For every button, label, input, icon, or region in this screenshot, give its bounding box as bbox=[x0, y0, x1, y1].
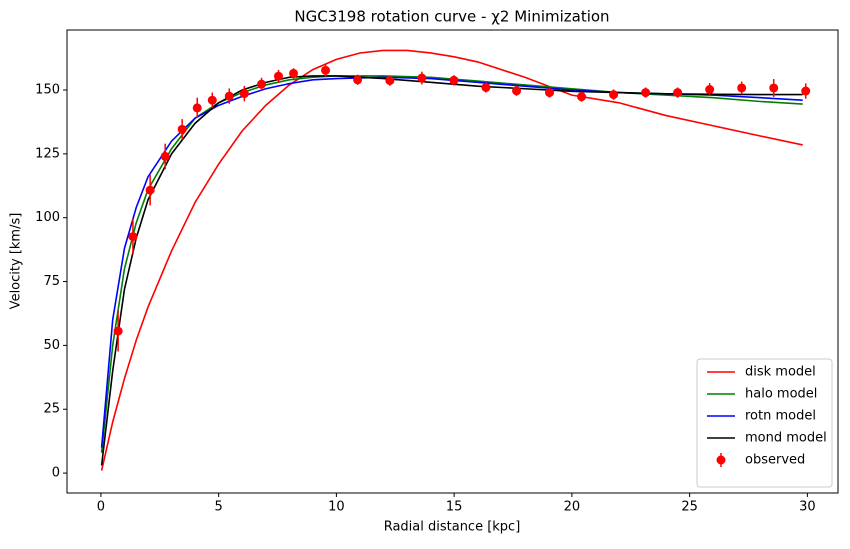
data-point bbox=[449, 75, 459, 85]
x-tick-label: 10 bbox=[328, 500, 345, 515]
y-tick-label: 75 bbox=[43, 274, 60, 289]
data-point bbox=[239, 89, 249, 99]
model-line bbox=[100, 49, 803, 471]
data-point bbox=[577, 92, 587, 102]
chart-title: NGC3198 rotation curve - χ2 Minimization bbox=[294, 8, 609, 26]
y-tick-label: 125 bbox=[35, 146, 60, 161]
y-tick-label: 100 bbox=[35, 210, 60, 225]
data-point bbox=[512, 86, 522, 96]
x-tick-label: 30 bbox=[799, 500, 816, 515]
data-point bbox=[128, 232, 138, 242]
data-point bbox=[673, 88, 683, 98]
x-axis-label: Radial distance [kpc] bbox=[384, 520, 521, 535]
data-point bbox=[801, 86, 811, 96]
model-line bbox=[100, 75, 803, 466]
y-tick-label: 150 bbox=[35, 83, 60, 98]
x-tick-label: 20 bbox=[564, 500, 581, 515]
data-point bbox=[160, 151, 170, 161]
data-point bbox=[257, 79, 267, 89]
data-point bbox=[481, 82, 491, 92]
y-tick-label: 50 bbox=[43, 338, 60, 353]
legend-label: disk model bbox=[745, 365, 816, 380]
data-point bbox=[737, 83, 747, 93]
legend-label: mond model bbox=[745, 431, 827, 446]
data-point bbox=[177, 124, 187, 134]
x-tick-label: 25 bbox=[681, 500, 698, 515]
data-point bbox=[417, 73, 427, 83]
data-point bbox=[113, 326, 123, 336]
legend-label: rotn model bbox=[745, 409, 816, 424]
x-tick-label: 0 bbox=[97, 500, 105, 515]
data-point bbox=[353, 75, 363, 85]
y-tick-label: 0 bbox=[52, 466, 60, 481]
data-point bbox=[145, 185, 155, 195]
data-point bbox=[273, 71, 283, 81]
y-tick-label: 25 bbox=[43, 402, 60, 417]
legend-label: observed bbox=[745, 453, 805, 468]
x-tick-label: 5 bbox=[215, 500, 223, 515]
y-axis-label: Velocity [km/s] bbox=[9, 213, 24, 310]
data-point bbox=[609, 90, 619, 100]
data-point bbox=[207, 95, 217, 105]
data-point bbox=[641, 88, 651, 98]
x-tick-label: 15 bbox=[446, 500, 463, 515]
data-point bbox=[321, 65, 331, 75]
plot-frame bbox=[66, 29, 839, 494]
data-point bbox=[705, 85, 715, 95]
legend-box bbox=[696, 358, 833, 488]
legend-swatch bbox=[716, 455, 726, 465]
data-point bbox=[192, 103, 202, 113]
data-point bbox=[545, 88, 555, 98]
data-point bbox=[224, 91, 234, 101]
data-point bbox=[385, 76, 395, 86]
data-point bbox=[289, 68, 299, 78]
data-point bbox=[769, 83, 779, 93]
legend-label: halo model bbox=[745, 387, 817, 402]
